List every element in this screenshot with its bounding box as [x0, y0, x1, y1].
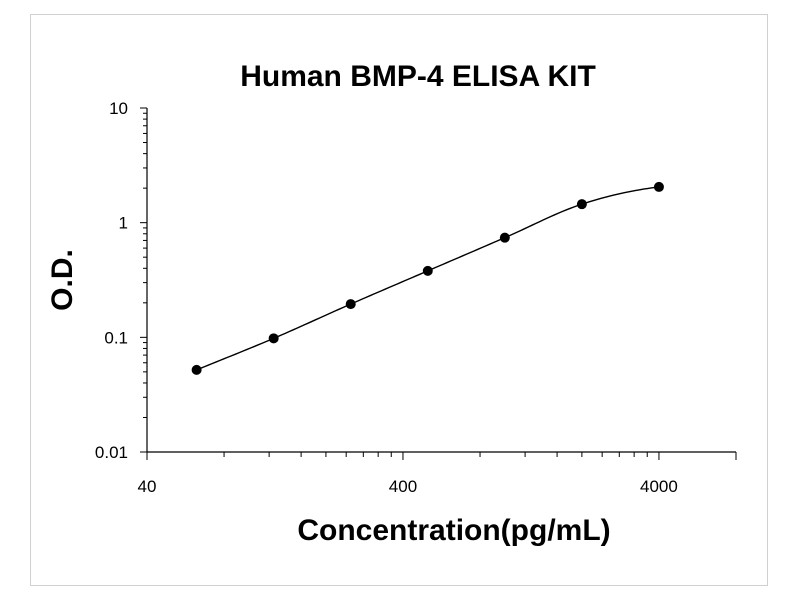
data-point	[499, 232, 510, 243]
y-tick-label: 0.1	[104, 328, 128, 347]
axes: 0.01 0.1 1 10 40 400 4000	[95, 99, 737, 496]
x-tick-label: 4000	[640, 477, 678, 496]
points-group	[191, 181, 664, 375]
standard-curve-line	[196, 186, 660, 371]
data-point	[653, 181, 664, 192]
x-tick-label: 40	[138, 477, 157, 496]
data-point	[576, 199, 587, 210]
chart-frame	[30, 14, 768, 586]
y-tick-label: 10	[109, 99, 128, 118]
curve-group	[196, 186, 660, 371]
x-tick-label: 400	[389, 477, 417, 496]
data-point	[345, 299, 356, 310]
chart-title: Human BMP-4 ELISA KIT	[240, 60, 596, 93]
y-tick-label: 0.01	[95, 443, 128, 462]
data-point	[268, 333, 279, 344]
data-point	[191, 364, 202, 375]
x-axis-label: Concentration(pg/mL)	[297, 514, 610, 547]
data-point	[422, 265, 433, 276]
y-tick-label: 1	[119, 214, 128, 233]
y-axis-label: O.D.	[46, 249, 79, 311]
